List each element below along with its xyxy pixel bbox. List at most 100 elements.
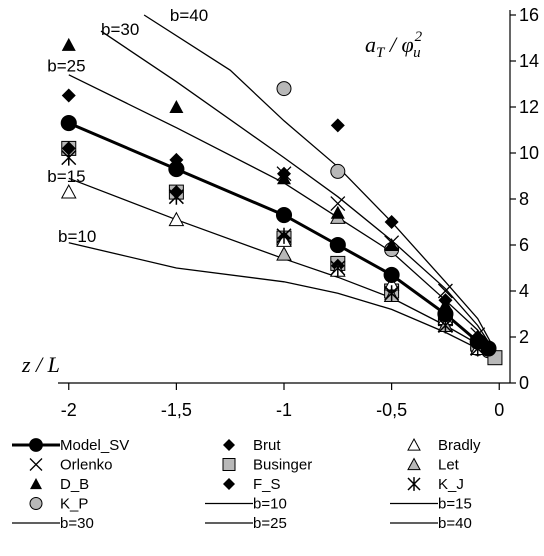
point-model-sv xyxy=(329,236,346,254)
legend-entry-k-j: K_J xyxy=(407,476,464,493)
y-tick-label: 10 xyxy=(519,143,539,163)
legend-entry-d-b: D_B xyxy=(30,476,89,493)
legend: Model_SV Brut Bradly Orlenko Businger Let D_B F… xyxy=(12,437,481,532)
point-k-p xyxy=(276,81,292,97)
point-k-j xyxy=(61,149,77,166)
point-brut xyxy=(330,118,345,133)
legend-entry-orlenko: Orlenko xyxy=(29,457,113,474)
legend-entry-model-sv: Model_SV xyxy=(12,437,129,454)
y-tick-label: 8 xyxy=(519,189,529,209)
legend-entry-bradly: Bradly xyxy=(407,437,481,454)
legend-swatch-marker xyxy=(407,457,421,471)
y-tick-label: 14 xyxy=(519,51,539,71)
legend-swatch-marker xyxy=(29,438,43,452)
point-model-sv xyxy=(168,161,185,178)
legend-entry-b-40: b=40 xyxy=(390,515,472,532)
y-tick-label: 12 xyxy=(519,97,539,117)
point-k-j xyxy=(384,285,400,302)
x-tick-label: -1,5 xyxy=(161,400,192,420)
legend-label: Bradly xyxy=(438,437,481,454)
legend-entry-f-s: F_S xyxy=(223,476,281,493)
point-model-sv xyxy=(480,340,497,357)
curve-label: b=10 xyxy=(58,227,96,246)
point-d-b xyxy=(169,100,184,113)
point-orlenko xyxy=(330,196,346,212)
axes: -2 -1,5 -1 -0,5 00 2 4 6 8 10 12 14 16 xyxy=(58,5,539,420)
legend-label: b=10 xyxy=(253,496,287,513)
legend-label: Brut xyxy=(253,437,281,454)
point-model-sv xyxy=(275,207,293,224)
curve-label: b=40 xyxy=(170,6,208,25)
point-k-j xyxy=(330,259,346,277)
legend-label: K_P xyxy=(60,496,88,513)
legend-label: Orlenko xyxy=(60,457,113,474)
legend-swatch-marker xyxy=(407,437,421,451)
series-line-b-40 xyxy=(143,14,494,347)
legend-label: Model_SV xyxy=(60,437,129,454)
series-line-b-30 xyxy=(100,30,494,349)
legend-entry-b-30: b=30 xyxy=(12,515,94,532)
point-k-p xyxy=(330,163,346,179)
y-tick-label: 6 xyxy=(519,235,529,255)
curve-label: b=15 xyxy=(47,167,85,186)
legend-label: D_B xyxy=(60,476,89,493)
point-orlenko xyxy=(437,283,453,299)
point-let xyxy=(276,246,292,261)
legend-swatch-marker xyxy=(223,478,235,490)
legend-entry-let: Let xyxy=(407,457,460,474)
legend-swatch-marker xyxy=(29,458,43,471)
curve-label: b=25 xyxy=(47,57,85,76)
legend-label: Let xyxy=(438,457,460,474)
legend-swatch-marker xyxy=(29,497,43,510)
point-k-j xyxy=(168,188,184,205)
legend-label: Businger xyxy=(253,457,312,474)
point-d-b xyxy=(384,238,399,251)
legend-swatch-marker xyxy=(407,477,421,491)
point-f-s xyxy=(61,141,76,156)
point-d-b xyxy=(61,37,76,51)
y-tick-label: 2 xyxy=(519,327,529,347)
point-k-j xyxy=(276,227,292,244)
legend-label: b=25 xyxy=(253,515,287,532)
legend-entry-businger: Businger xyxy=(222,457,312,474)
y-tick-label: 16 xyxy=(519,5,539,25)
curve-label: b=30 xyxy=(101,20,139,39)
legend-swatch-marker xyxy=(30,478,42,490)
marker-layer xyxy=(60,37,503,366)
point-d-b xyxy=(330,205,345,219)
legend-label: K_J xyxy=(438,476,464,493)
labels-layer: aT / φ2 u z / L b=40 b=30 b=25 b=15 b=10 xyxy=(21,6,423,377)
point-bradly xyxy=(60,184,77,199)
legend-entry-k-p: K_P xyxy=(29,496,88,513)
point-brut xyxy=(61,88,76,103)
legend-entry-b-10: b=10 xyxy=(205,496,287,513)
legend-label: b=40 xyxy=(438,515,472,532)
legend-label: F_S xyxy=(253,476,281,493)
curve-layer xyxy=(68,14,494,361)
legend-entry-b-25: b=25 xyxy=(205,515,287,532)
point-model-sv xyxy=(60,115,77,132)
legend-swatch-marker xyxy=(222,458,236,471)
y-axis-title: aT / φ2 u xyxy=(365,29,423,61)
point-d-b xyxy=(277,171,291,185)
series-line-b-25 xyxy=(68,74,494,352)
y-tick-label: 0 xyxy=(519,373,529,393)
point-model-sv xyxy=(437,305,454,323)
legend-entry-brut: Brut xyxy=(223,437,281,454)
point-model-sv xyxy=(383,266,400,283)
x-tick-label: -1 xyxy=(276,400,292,420)
legend-entry-b-15: b=15 xyxy=(390,496,472,513)
x-tick-label: -0,5 xyxy=(376,400,407,420)
x-axis-title: z / L xyxy=(21,352,60,377)
legend-swatch-marker xyxy=(223,439,235,451)
legend-label: b=15 xyxy=(438,496,472,513)
point-bradly xyxy=(168,211,185,227)
point-brut xyxy=(384,215,399,229)
series-line-b-15 xyxy=(68,177,494,359)
point-orlenko xyxy=(276,166,292,182)
y-tick-label: 4 xyxy=(519,281,529,301)
x-tick-label: -2 xyxy=(61,400,77,420)
point-orlenko xyxy=(384,235,400,251)
legend-label: b=30 xyxy=(60,515,94,532)
